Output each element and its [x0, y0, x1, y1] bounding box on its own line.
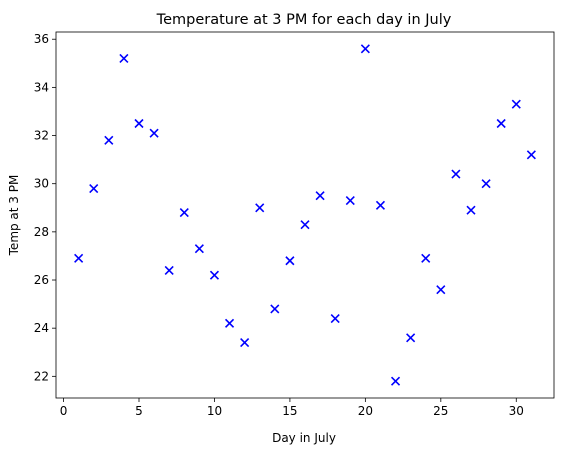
data-point: [467, 206, 475, 214]
x-tick-label: 15: [282, 404, 297, 418]
data-point: [452, 170, 460, 178]
data-point: [527, 151, 535, 159]
chart-title: Temperature at 3 PM for each day in July: [156, 12, 452, 28]
data-point: [331, 315, 339, 323]
data-point: [482, 180, 490, 188]
x-axis: 0 5 10 15 20 25 30: [60, 398, 524, 418]
y-tick-label: 26: [34, 273, 49, 287]
y-tick-label: 30: [34, 177, 49, 191]
x-tick-label: 25: [433, 404, 448, 418]
data-point: [512, 100, 520, 108]
x-tick-label: 5: [135, 404, 143, 418]
data-point: [90, 185, 98, 193]
data-point: [210, 271, 218, 279]
y-tick-label: 36: [34, 32, 49, 46]
data-point: [195, 245, 203, 253]
x-tick-label: 30: [509, 404, 524, 418]
data-point: [241, 339, 249, 347]
x-tick-label: 10: [207, 404, 222, 418]
data-point: [165, 266, 173, 274]
data-point: [346, 197, 354, 205]
data-point: [120, 54, 128, 62]
y-axis: 22 24 26 28 30 32 34 36: [34, 32, 56, 383]
data-point: [437, 286, 445, 294]
data-point: [105, 136, 113, 144]
y-tick-label: 24: [34, 321, 49, 335]
data-point: [497, 120, 505, 128]
y-tick-label: 28: [34, 225, 49, 239]
y-tick-label: 22: [34, 369, 49, 383]
data-points: [75, 45, 536, 385]
data-point: [361, 45, 369, 53]
x-tick-label: 20: [358, 404, 373, 418]
data-point: [135, 120, 143, 128]
data-point: [286, 257, 294, 265]
x-axis-label: Day in July: [272, 431, 336, 445]
data-point: [256, 204, 264, 212]
y-tick-label: 32: [34, 129, 49, 143]
y-axis-label: Temp at 3 PM: [7, 175, 21, 257]
data-point: [150, 129, 158, 137]
data-point: [271, 305, 279, 313]
plot-area-frame: [56, 32, 554, 398]
data-point: [316, 192, 324, 200]
data-point: [226, 319, 234, 327]
data-point: [422, 254, 430, 262]
x-tick-label: 0: [60, 404, 68, 418]
data-point: [376, 201, 384, 209]
y-tick-label: 34: [34, 80, 49, 94]
data-point: [180, 209, 188, 217]
data-point: [75, 254, 83, 262]
data-point: [392, 377, 400, 385]
data-point: [301, 221, 309, 229]
data-point: [407, 334, 415, 342]
